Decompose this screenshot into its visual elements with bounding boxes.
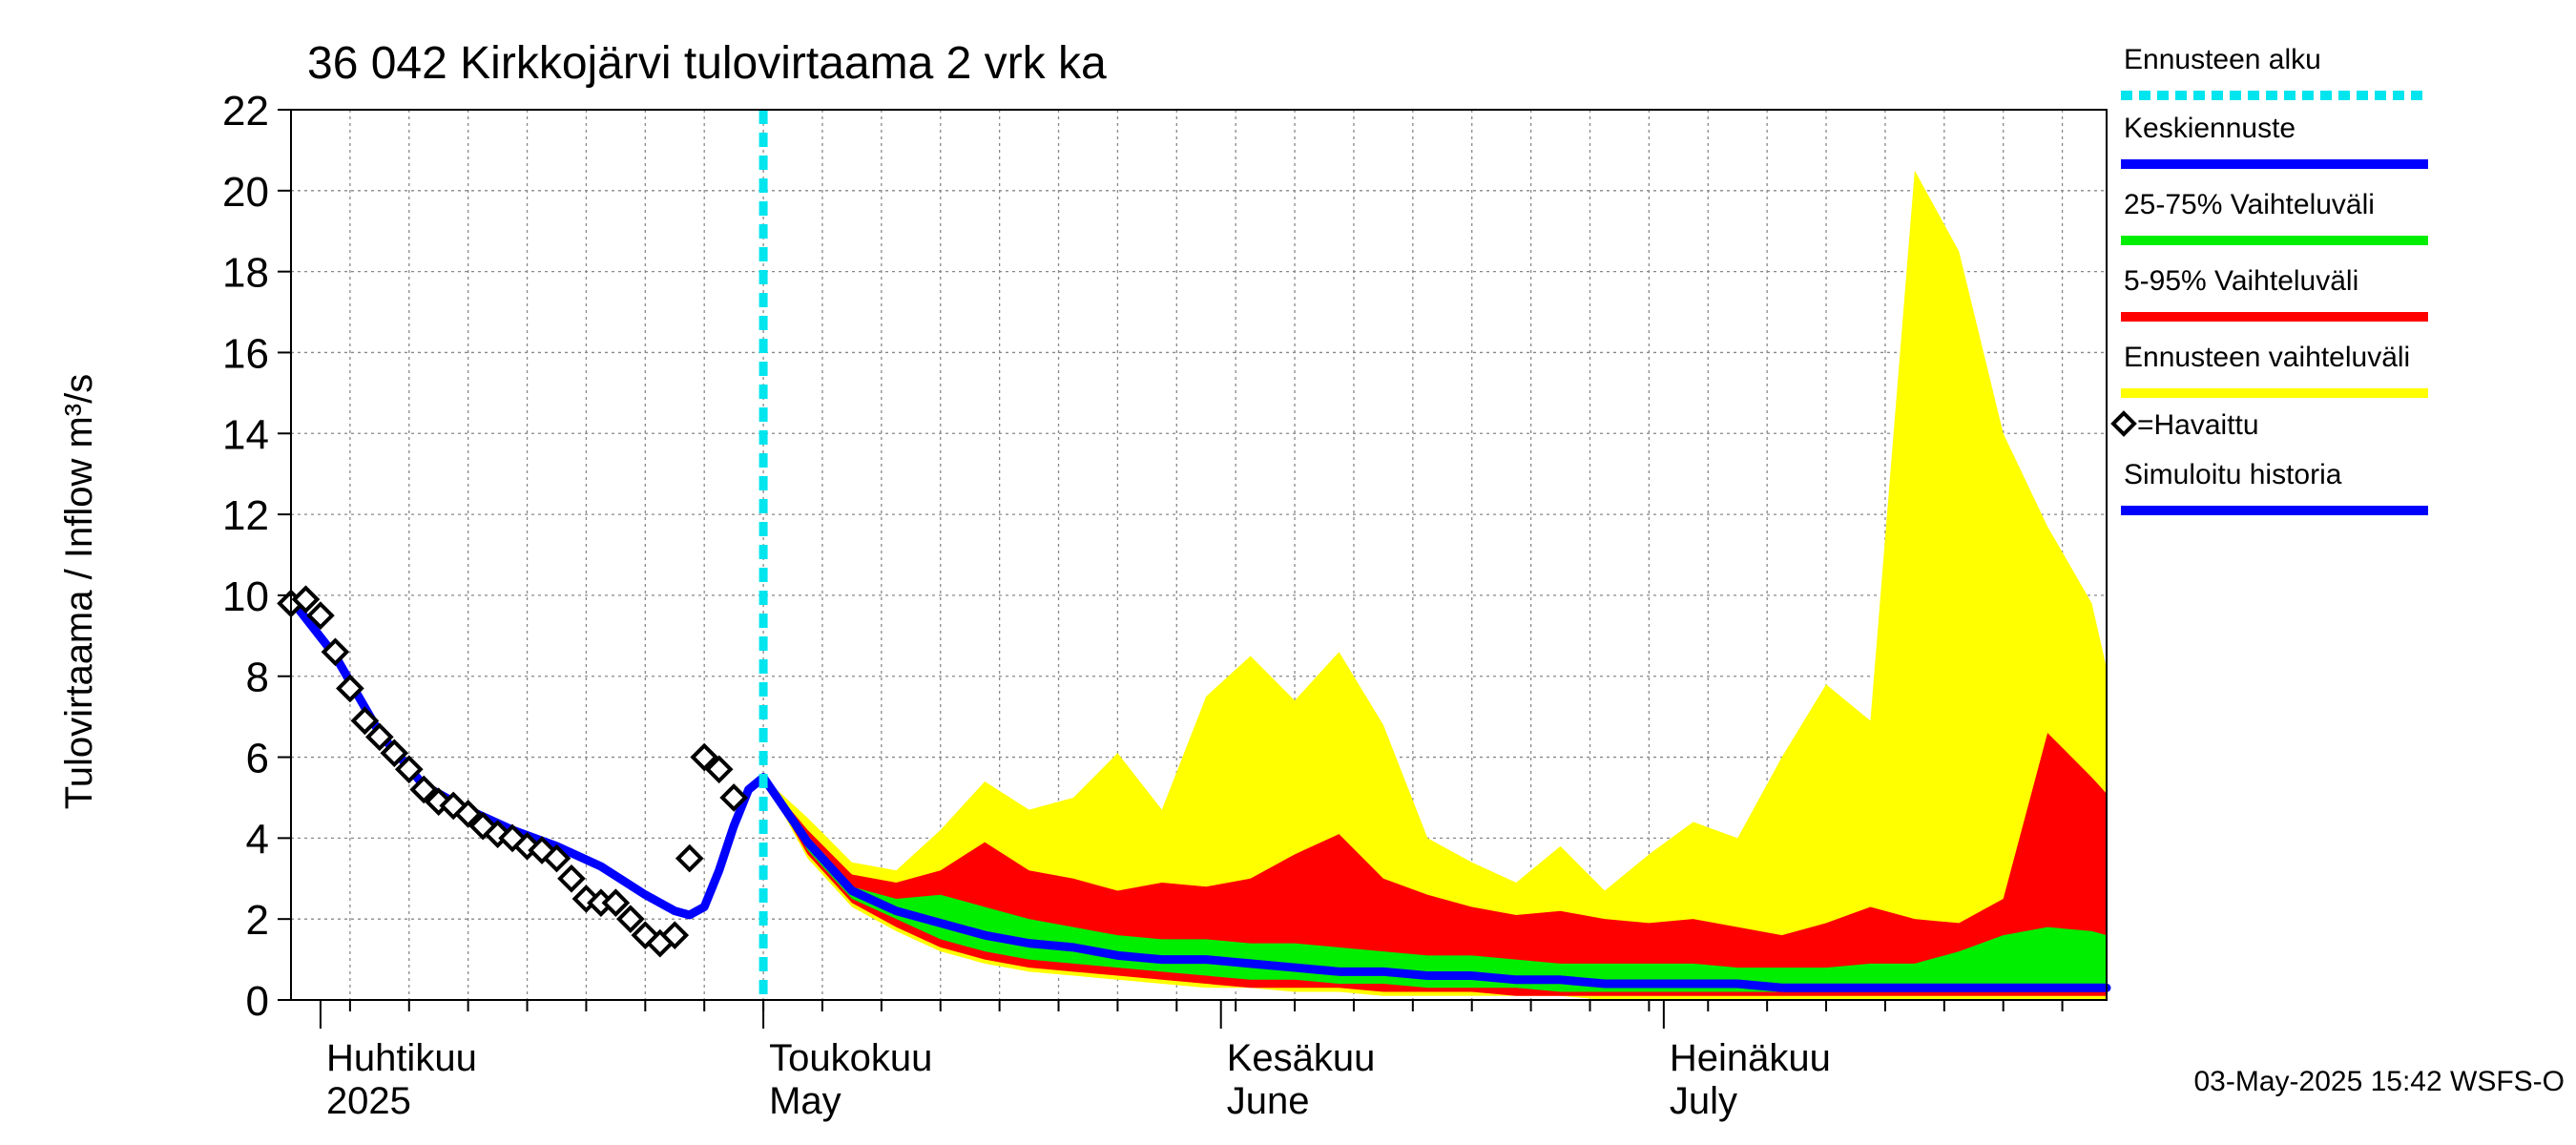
observed-point: [616, 905, 645, 934]
y-tick-label: 14: [222, 411, 269, 458]
y-axis: 0 2 4 6 8 10 12 14 16 18 20 22: [222, 88, 291, 1025]
legend-label: Keskiennuste: [2124, 113, 2296, 144]
observed-point: [675, 843, 704, 873]
observed-point: [336, 674, 364, 703]
month-label-fi: Heinäkuu: [1670, 1037, 1831, 1079]
legend: Ennusteen alku Keskiennuste 25-75% Vaihtel…: [2110, 44, 2428, 515]
y-tick-label: 22: [222, 88, 269, 135]
y-tick-label: 4: [246, 816, 269, 863]
y-axis-label: Tulovirtaama / Inflow m³/s: [58, 374, 100, 809]
legend-label: Ennusteen alku: [2124, 44, 2321, 75]
observed-point: [306, 601, 335, 630]
band-forecast-range: [763, 170, 2108, 1000]
chart-title: 36 042 Kirkkojärvi tulovirtaama 2 vrk ka: [307, 38, 1107, 89]
observed-point: [719, 783, 748, 812]
band-5-95: [763, 733, 2108, 996]
y-tick-label: 20: [222, 169, 269, 216]
y-tick-label: 16: [222, 330, 269, 377]
y-tick-label: 6: [246, 736, 269, 782]
observed-point: [557, 864, 586, 893]
observed-point: [690, 742, 719, 772]
month-label-fi: Kesäkuu: [1227, 1037, 1376, 1079]
month-label-fi: Huhtikuu: [326, 1037, 477, 1079]
month-label-fi: Toukokuu: [769, 1037, 932, 1079]
legend-label: =Havaittu: [2137, 409, 2259, 441]
month-label-en: July: [1670, 1080, 1737, 1122]
observed-point: [291, 585, 321, 614]
observed-point: [394, 755, 424, 784]
y-tick-label: 10: [222, 573, 269, 620]
plot-area: [277, 109, 2111, 1001]
observed-point: [660, 921, 690, 949]
forecast-bands: [763, 170, 2108, 1000]
legend-label: Simuloitu historia: [2124, 459, 2342, 490]
band-25-75: [763, 777, 2108, 992]
median-forecast-line: [758, 773, 2111, 992]
observed-point: [601, 888, 631, 918]
legend-label: 25-75% Vaihteluväli: [2124, 189, 2375, 220]
month-label-en: June: [1227, 1080, 1310, 1122]
observed-point: [542, 843, 571, 873]
legend-label: Ennusteen vaihteluväli: [2124, 342, 2410, 373]
observed-point: [453, 800, 483, 828]
month-label-en: May: [769, 1080, 841, 1122]
month-label-en: 2025: [326, 1080, 411, 1122]
observed-point: [350, 706, 380, 736]
plot-frame: [290, 109, 2108, 1001]
y-tick-label: 2: [246, 897, 269, 944]
y-tick-label: 12: [222, 492, 269, 539]
footer-timestamp: 03-May-2025 15:42 WSFS-O: [2194, 1066, 2566, 1097]
y-tick-label: 0: [246, 978, 269, 1025]
observed-point: [704, 755, 734, 784]
observed-markers: [277, 585, 748, 958]
legend-marker-diamond: [2110, 410, 2137, 437]
observed-point: [365, 722, 394, 752]
observed-point: [321, 637, 350, 667]
y-tick-label: 8: [246, 655, 269, 701]
observed-point: [409, 775, 439, 804]
observed-point: [380, 739, 409, 768]
legend-label: 5-95% Vaihteluväli: [2124, 265, 2358, 297]
y-tick-label: 18: [222, 250, 269, 297]
